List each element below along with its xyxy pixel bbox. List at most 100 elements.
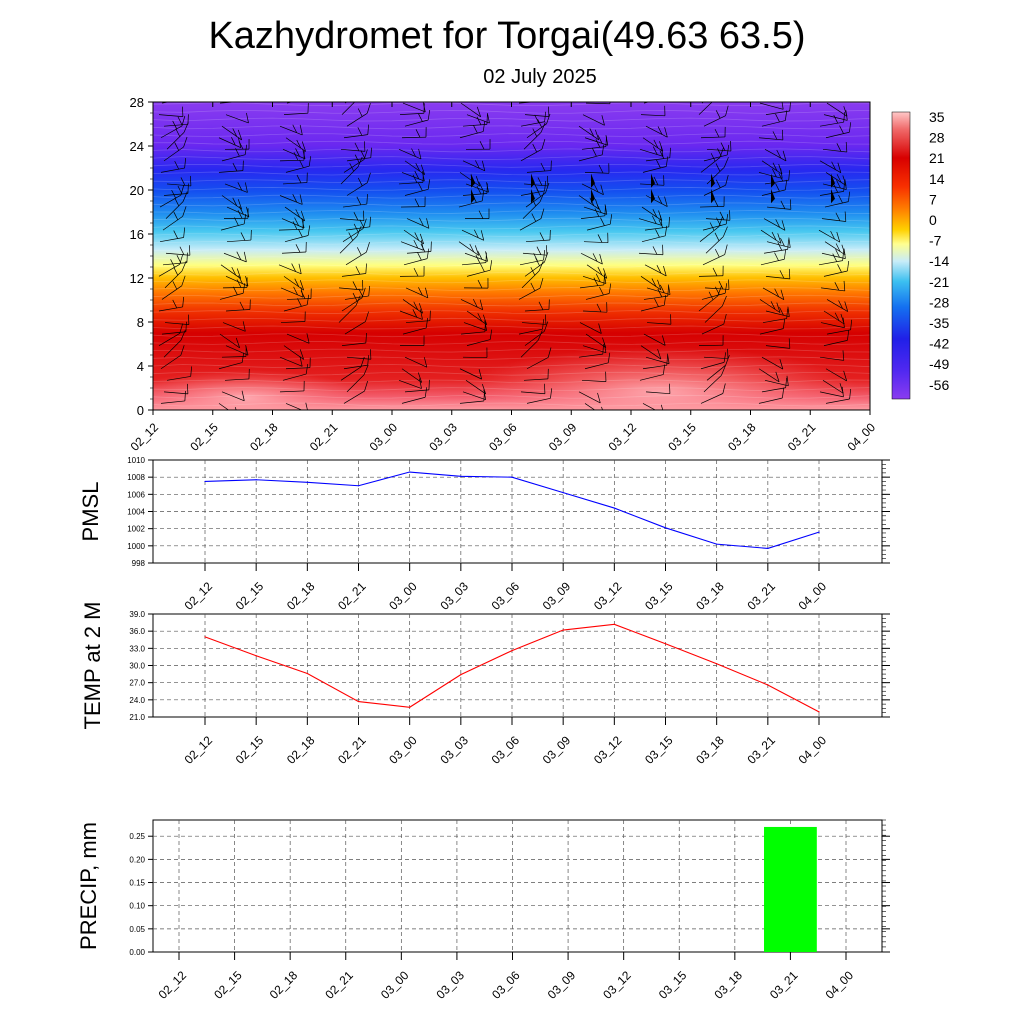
wind-barb xyxy=(284,225,311,243)
barb-feather xyxy=(667,286,669,297)
barb-shaft xyxy=(280,321,305,323)
barb-feather xyxy=(844,211,847,222)
barb-shaft xyxy=(823,340,848,346)
barb-feather xyxy=(232,128,238,137)
wind-barb xyxy=(465,380,487,395)
barb-feather xyxy=(489,260,493,271)
wind-barb xyxy=(404,160,425,175)
wind-barb xyxy=(526,113,551,139)
barb-shaft xyxy=(698,102,713,115)
barb-shaft xyxy=(518,328,543,335)
wind-barb xyxy=(765,306,790,318)
x-tick-label: 03_00 xyxy=(367,420,401,454)
barb-feather xyxy=(310,87,312,97)
barb-feather xyxy=(174,142,180,151)
barb-shaft xyxy=(758,368,780,383)
barb-feather xyxy=(668,284,671,295)
wind-barb xyxy=(462,114,488,127)
barb-feather xyxy=(475,255,481,264)
contour-line xyxy=(153,294,870,299)
barb-feather xyxy=(244,144,248,155)
barb-shaft xyxy=(765,110,790,115)
barb-feather xyxy=(592,253,598,262)
barb-feather xyxy=(888,268,892,276)
wind-barb xyxy=(463,278,489,289)
barb-feather xyxy=(602,337,607,348)
wind-barb xyxy=(766,199,792,210)
barb-feather xyxy=(172,299,178,309)
barb-feather xyxy=(296,139,302,149)
contour-line xyxy=(153,179,870,183)
wind-barb xyxy=(585,283,612,300)
x-tick-label: 03_09 xyxy=(540,733,574,767)
barb-shaft xyxy=(706,364,726,381)
barb-shaft xyxy=(645,195,668,207)
barb-shaft xyxy=(404,160,425,175)
contour-line xyxy=(153,125,870,130)
contour-line xyxy=(153,233,870,238)
barb-shaft xyxy=(823,114,848,121)
barb-feather xyxy=(789,102,791,112)
barb-feather xyxy=(779,358,784,370)
wind-barb xyxy=(404,109,431,127)
barb-feather xyxy=(359,219,365,228)
contour-line xyxy=(153,341,870,345)
contour-line xyxy=(153,317,870,322)
wind-barb xyxy=(159,227,186,243)
wind-barb xyxy=(346,147,372,162)
barb-shaft xyxy=(764,179,789,185)
pennant xyxy=(591,188,595,204)
barb-feather xyxy=(664,127,668,138)
barb-shaft xyxy=(160,354,182,370)
barb-shaft xyxy=(221,154,246,162)
pennant xyxy=(471,173,475,188)
barb-shaft xyxy=(283,276,304,291)
barb-feather xyxy=(234,407,237,410)
wind-barb xyxy=(280,311,306,323)
wind-barb xyxy=(640,295,667,312)
wind-barb xyxy=(761,179,788,196)
colorbar-label: 21 xyxy=(929,150,945,166)
barb-shaft xyxy=(586,223,611,231)
barb-shaft xyxy=(464,252,488,262)
contour-line xyxy=(153,140,870,145)
barb-feather xyxy=(297,298,302,307)
wind-barb xyxy=(700,126,726,139)
barb-feather xyxy=(832,253,838,262)
barb-feather xyxy=(353,223,359,233)
wind-barb xyxy=(764,148,787,162)
barb-feather xyxy=(232,197,238,206)
barb-shaft xyxy=(166,376,191,381)
barb-feather xyxy=(593,277,599,286)
barb-feather xyxy=(835,249,840,258)
barb-feather xyxy=(600,217,605,226)
wind-barb xyxy=(405,310,431,323)
barb-shaft xyxy=(282,373,307,381)
barb-feather xyxy=(663,295,667,306)
barb-shaft xyxy=(826,102,848,117)
barb-feather xyxy=(772,168,777,178)
barb-shaft xyxy=(465,380,486,395)
barb-feather xyxy=(174,160,180,170)
barb-shaft xyxy=(705,236,724,254)
barb-shaft xyxy=(701,323,724,335)
barb-shaft xyxy=(702,223,727,231)
barb-feather xyxy=(239,301,245,311)
barb-feather xyxy=(545,182,550,194)
wind-barb xyxy=(698,335,724,346)
barb-feather xyxy=(839,383,844,394)
y-axis-label: PRECIP, mm xyxy=(76,822,101,950)
wind-barb xyxy=(160,115,186,139)
wind-barb xyxy=(225,112,249,124)
barb-feather xyxy=(774,252,779,261)
barb-shaft xyxy=(638,252,663,256)
barb-shaft xyxy=(224,183,248,193)
barb-feather xyxy=(237,129,243,141)
barb-feather xyxy=(833,115,839,124)
barb-shaft xyxy=(162,216,183,231)
data-point xyxy=(357,700,360,703)
barb-feather xyxy=(532,143,538,153)
barb-feather xyxy=(185,321,187,332)
wind-barb xyxy=(703,105,729,127)
wind-barb xyxy=(763,218,786,231)
